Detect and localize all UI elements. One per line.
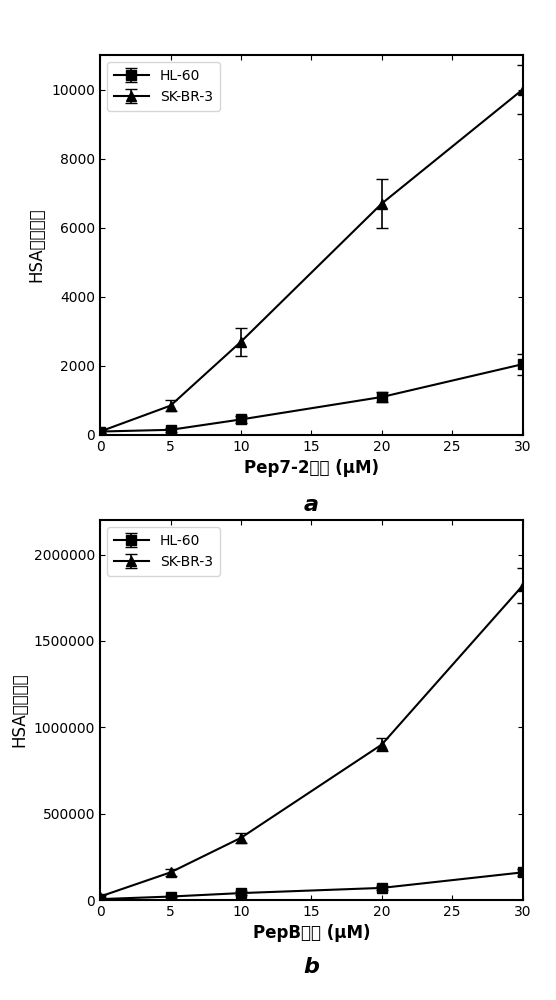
Text: b: b xyxy=(304,957,319,977)
Y-axis label: HSA结合强度: HSA结合强度 xyxy=(28,208,46,282)
X-axis label: Pep7-2浓度 (μM): Pep7-2浓度 (μM) xyxy=(244,459,379,477)
Legend: HL-60, SK-BR-3: HL-60, SK-BR-3 xyxy=(107,527,220,576)
X-axis label: PepB浓度 (μM): PepB浓度 (μM) xyxy=(252,924,370,942)
Text: a: a xyxy=(304,495,319,515)
Legend: HL-60, SK-BR-3: HL-60, SK-BR-3 xyxy=(107,62,220,111)
Y-axis label: HSA结合强度: HSA结合强度 xyxy=(11,673,28,747)
